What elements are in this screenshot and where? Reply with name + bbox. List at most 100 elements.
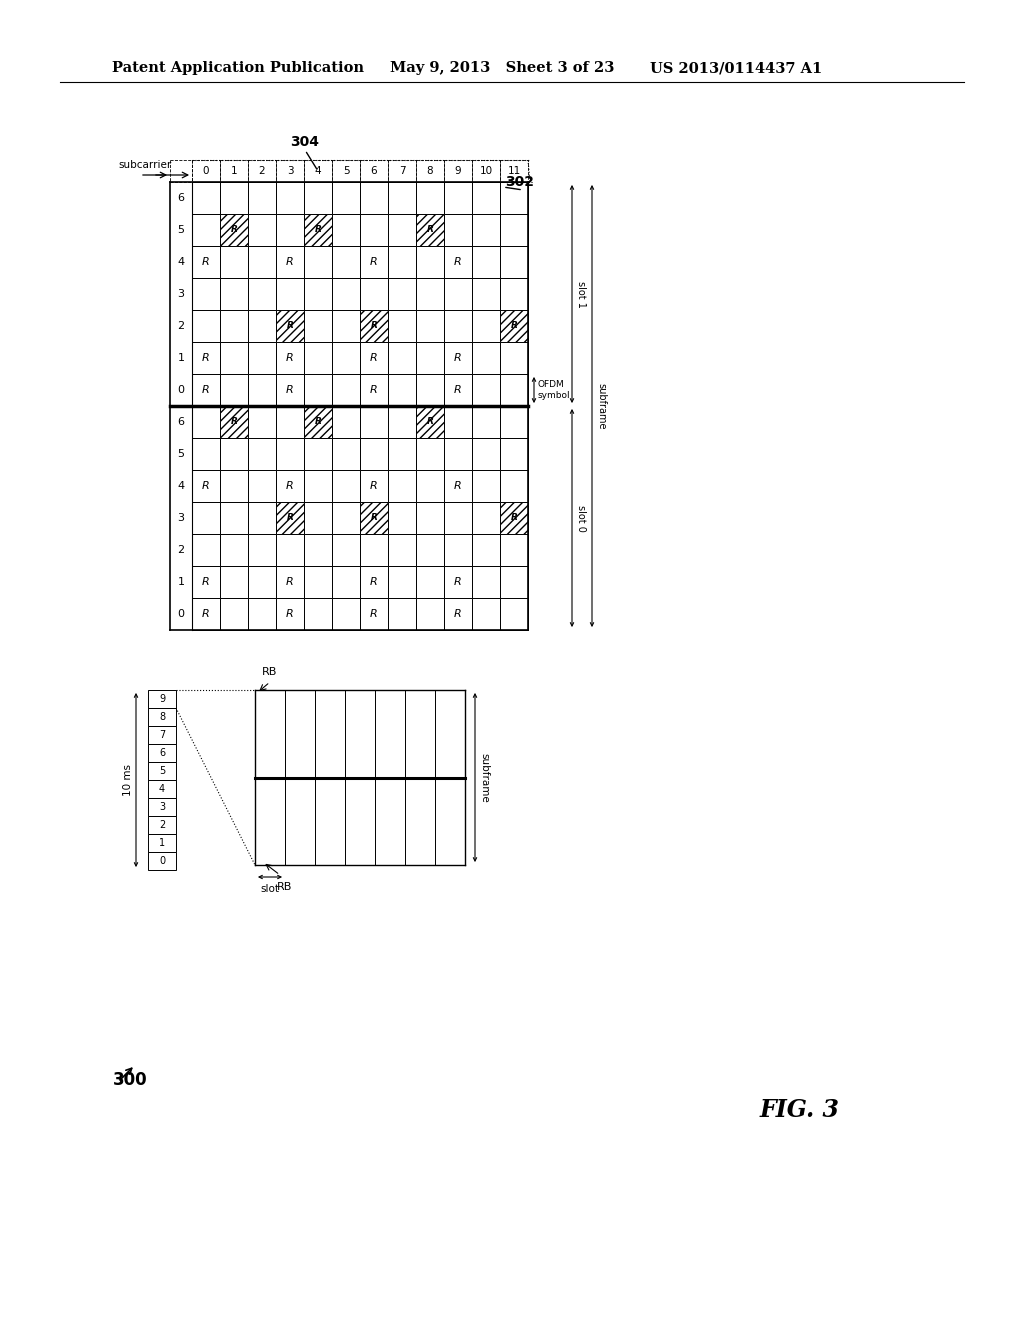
Bar <box>388 407 416 438</box>
Text: R: R <box>314 226 322 235</box>
Text: R: R <box>454 577 462 587</box>
Text: slot 0: slot 0 <box>575 504 586 532</box>
Bar <box>332 470 360 502</box>
Bar <box>148 708 176 726</box>
Bar <box>193 246 220 279</box>
Bar <box>444 598 472 630</box>
Text: 6: 6 <box>371 166 377 176</box>
Bar <box>416 470 444 502</box>
Text: 0: 0 <box>203 166 209 176</box>
Bar <box>248 535 276 566</box>
Bar <box>388 214 416 246</box>
Text: 1: 1 <box>177 352 184 363</box>
Bar <box>248 502 276 535</box>
Bar <box>500 407 528 438</box>
Text: R: R <box>454 609 462 619</box>
Bar <box>193 598 220 630</box>
Bar <box>304 310 332 342</box>
Text: R: R <box>202 385 210 395</box>
Bar <box>276 566 304 598</box>
Text: R: R <box>202 257 210 267</box>
Text: subframe: subframe <box>596 383 606 429</box>
Bar <box>360 279 388 310</box>
Text: R: R <box>286 257 294 267</box>
Bar <box>304 566 332 598</box>
Bar <box>472 598 500 630</box>
Bar <box>345 777 375 865</box>
Text: R: R <box>370 385 378 395</box>
Text: R: R <box>454 385 462 395</box>
Bar <box>435 690 465 777</box>
Bar <box>148 799 176 816</box>
Bar <box>276 214 304 246</box>
Bar <box>472 182 500 214</box>
Bar <box>416 374 444 407</box>
Text: subcarrier: subcarrier <box>119 160 172 170</box>
Bar <box>444 470 472 502</box>
Text: R: R <box>427 226 433 235</box>
Bar <box>500 438 528 470</box>
Text: RB: RB <box>262 667 278 677</box>
Bar <box>360 214 388 246</box>
Bar <box>332 535 360 566</box>
Bar <box>500 342 528 374</box>
Text: 2: 2 <box>177 321 184 331</box>
Bar <box>248 279 276 310</box>
Bar <box>304 438 332 470</box>
Bar <box>304 214 332 246</box>
Bar <box>193 214 220 246</box>
Text: 6: 6 <box>177 193 184 203</box>
Text: 10: 10 <box>479 166 493 176</box>
Bar <box>388 535 416 566</box>
Text: 5: 5 <box>159 766 165 776</box>
Bar <box>193 310 220 342</box>
Bar <box>304 470 332 502</box>
Text: 4: 4 <box>159 784 165 795</box>
Bar <box>332 502 360 535</box>
Bar <box>444 342 472 374</box>
Bar <box>276 438 304 470</box>
Bar <box>360 438 388 470</box>
Bar <box>444 246 472 279</box>
Bar <box>276 470 304 502</box>
Bar <box>193 438 220 470</box>
Text: R: R <box>230 226 238 235</box>
Bar <box>444 182 472 214</box>
Bar <box>304 374 332 407</box>
Bar <box>248 566 276 598</box>
Bar <box>360 502 388 535</box>
Bar <box>416 214 444 246</box>
Bar <box>220 374 248 407</box>
Text: R: R <box>370 577 378 587</box>
Text: 2: 2 <box>159 820 165 830</box>
Bar <box>304 407 332 438</box>
Bar <box>193 470 220 502</box>
Text: R: R <box>370 480 378 491</box>
Bar <box>315 777 345 865</box>
Bar <box>388 470 416 502</box>
Bar <box>148 726 176 744</box>
Text: 0: 0 <box>177 609 184 619</box>
Bar <box>332 566 360 598</box>
Text: 304: 304 <box>291 135 319 149</box>
Bar <box>248 246 276 279</box>
Bar <box>220 342 248 374</box>
Text: 5: 5 <box>177 449 184 459</box>
Bar <box>248 310 276 342</box>
Text: May 9, 2013   Sheet 3 of 23: May 9, 2013 Sheet 3 of 23 <box>390 61 614 75</box>
Bar <box>500 182 528 214</box>
Bar <box>472 535 500 566</box>
Text: 1: 1 <box>159 838 165 847</box>
Bar <box>304 598 332 630</box>
Text: 7: 7 <box>398 166 406 176</box>
Bar <box>276 407 304 438</box>
Bar <box>148 690 176 708</box>
Bar <box>332 214 360 246</box>
Text: 302: 302 <box>505 176 534 189</box>
Text: 8: 8 <box>427 166 433 176</box>
Bar <box>276 374 304 407</box>
Bar <box>472 470 500 502</box>
Bar <box>332 279 360 310</box>
Bar <box>388 342 416 374</box>
Bar <box>375 690 406 777</box>
